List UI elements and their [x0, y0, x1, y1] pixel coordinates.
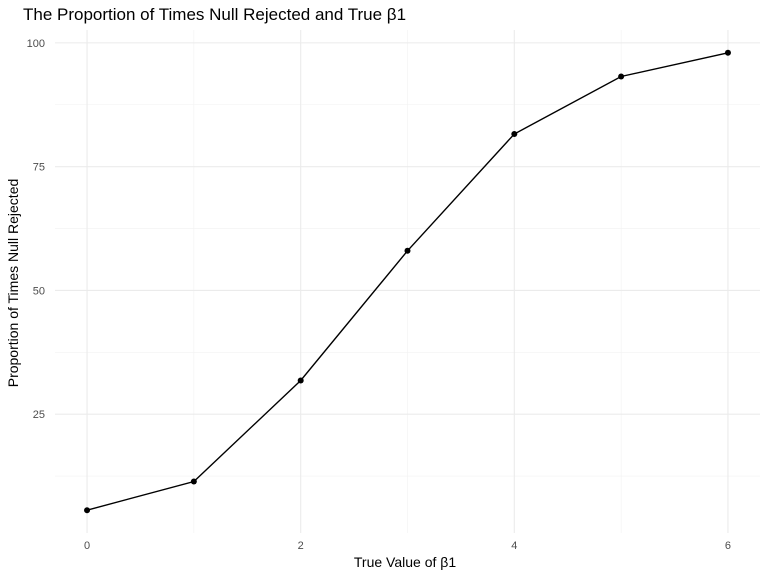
- series-group: [84, 49, 731, 514]
- y-axis-title: Proportion of Times Null Rejected: [5, 179, 21, 388]
- x-tick-label: 4: [511, 540, 517, 552]
- data-point: [511, 130, 518, 137]
- y-axis-ticks: 25 50 75 100: [27, 38, 45, 421]
- x-tick-label: 0: [84, 540, 90, 552]
- y-tick-label: 50: [33, 285, 45, 297]
- x-tick-label: 6: [725, 540, 731, 552]
- x-axis-ticks: 0 2 4 6: [84, 540, 731, 552]
- y-tick-label: 100: [27, 38, 45, 50]
- grid: [55, 30, 760, 533]
- data-point: [618, 73, 625, 80]
- data-point: [404, 247, 411, 254]
- x-tick-label: 2: [298, 540, 304, 552]
- y-tick-label: 75: [33, 162, 45, 174]
- chart-title: The Proportion of Times Null Rejected an…: [23, 5, 406, 24]
- y-tick-label: 25: [33, 409, 45, 421]
- data-point: [724, 49, 731, 56]
- data-point: [84, 507, 91, 514]
- data-point: [190, 478, 197, 485]
- x-axis-title: True Value of β1: [354, 554, 456, 570]
- data-point: [297, 377, 304, 384]
